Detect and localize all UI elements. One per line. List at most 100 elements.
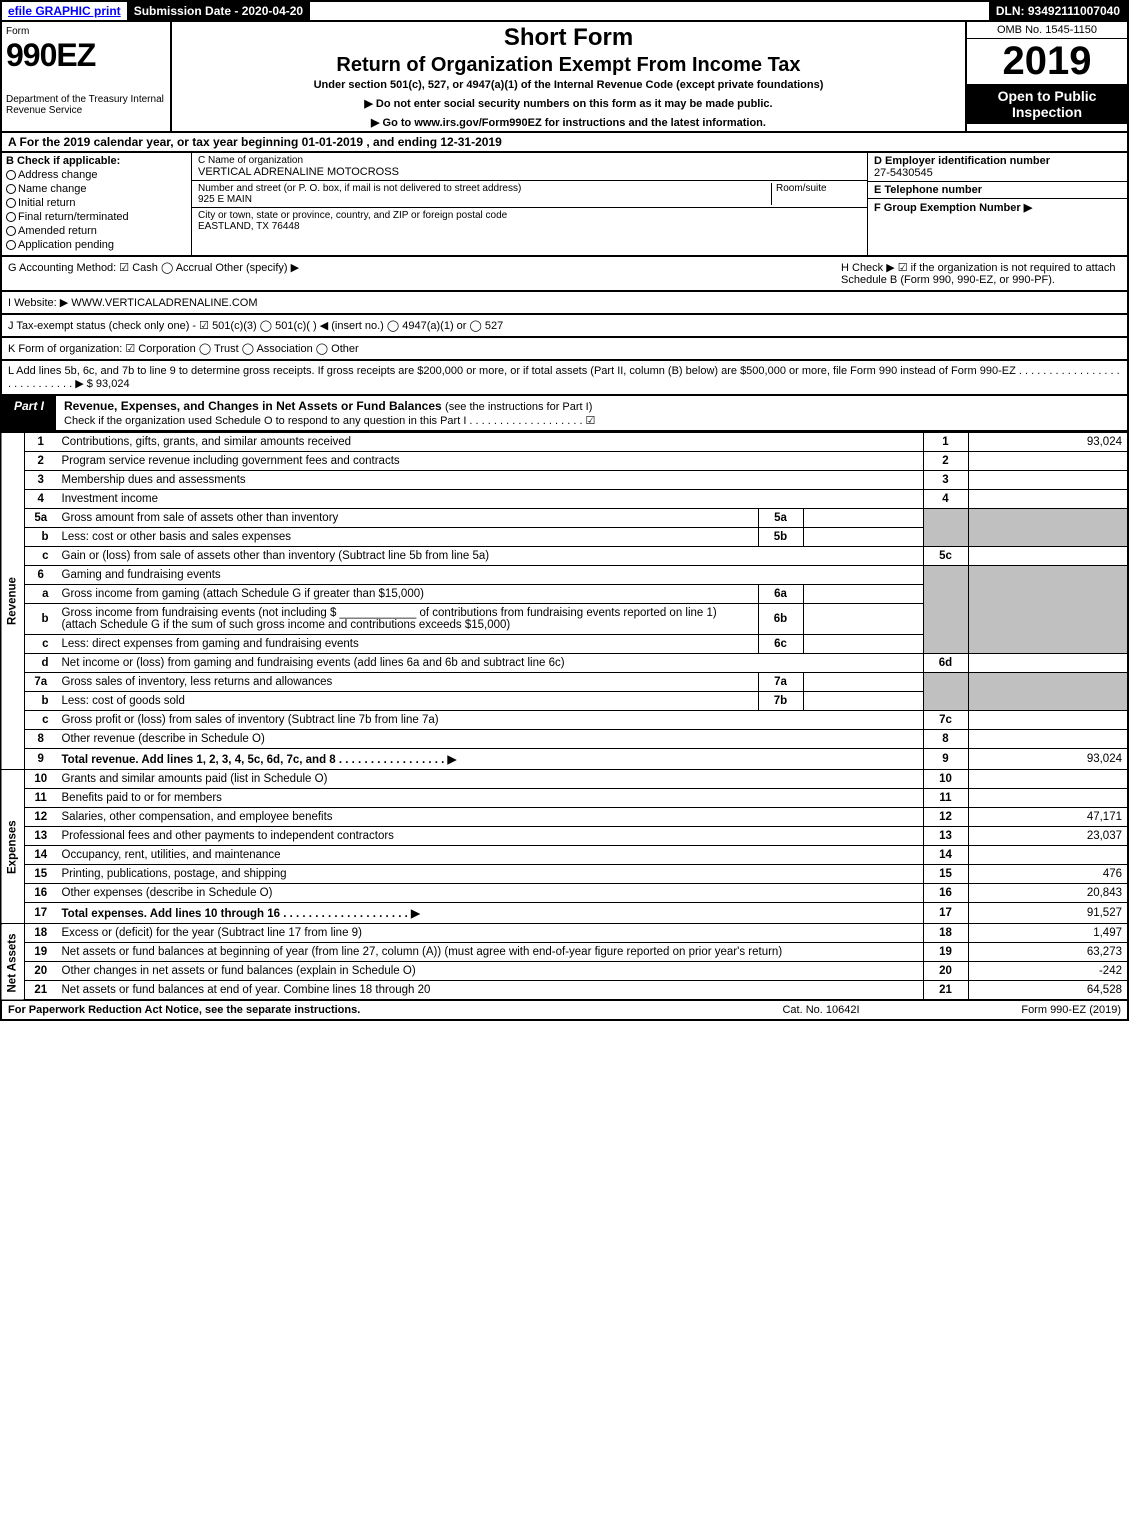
- grey-6: [923, 566, 968, 654]
- top-bar: efile GRAPHIC print Submission Date - 20…: [0, 0, 1129, 22]
- row-19-desc: Net assets or fund balances at beginning…: [57, 943, 924, 962]
- form-number: 990EZ: [6, 37, 166, 74]
- street-value: 925 E MAIN: [198, 194, 771, 205]
- row-6-desc: Gaming and fundraising events: [57, 566, 924, 585]
- row-2-num: 2: [923, 452, 968, 471]
- row-2-desc: Program service revenue including govern…: [57, 452, 924, 471]
- row-7c-val: [968, 711, 1128, 730]
- row-5c-no: c: [25, 547, 57, 566]
- chk-address[interactable]: Address change: [6, 169, 187, 181]
- row-4-no: 4: [25, 490, 57, 509]
- short-form-title: Short Form: [180, 24, 957, 52]
- row-5c-val: [968, 547, 1128, 566]
- row-5c-desc: Gain or (loss) from sale of assets other…: [57, 547, 924, 566]
- row-6d-num: 6d: [923, 654, 968, 673]
- row-3-desc: Membership dues and assessments: [57, 471, 924, 490]
- row-5b-sub: 5b: [758, 528, 803, 547]
- no-ssn-note: ▶ Do not enter social security numbers o…: [180, 97, 957, 110]
- row-11-val: [968, 789, 1128, 808]
- row-7a-sub: 7a: [758, 673, 803, 692]
- row-6d-val: [968, 654, 1128, 673]
- row-2-no: 2: [25, 452, 57, 471]
- ein-value: 27-5430545: [874, 167, 1121, 179]
- row-7b-no: b: [25, 692, 57, 711]
- dln: DLN: 93492111007040: [990, 2, 1127, 20]
- row-6b-subval: [803, 604, 923, 635]
- dept-label: Department of the Treasury Internal Reve…: [6, 94, 166, 116]
- form-label: Form: [6, 26, 166, 37]
- row-12-num: 12: [923, 808, 968, 827]
- part1-check: Check if the organization used Schedule …: [64, 415, 595, 427]
- group-exempt-label: F Group Exemption Number ▶: [874, 201, 1121, 214]
- header-mid: Short Form Return of Organization Exempt…: [172, 22, 967, 131]
- revenue-label: Revenue: [1, 433, 25, 770]
- row-15-no: 15: [25, 865, 57, 884]
- part1-tab: Part I: [2, 396, 56, 430]
- row-9-num: 9: [923, 749, 968, 770]
- row-7b-subval: [803, 692, 923, 711]
- city-label: City or town, state or province, country…: [198, 210, 861, 221]
- row-1-num: 1: [923, 433, 968, 452]
- grey-7v: [968, 673, 1128, 711]
- row-5b-no: b: [25, 528, 57, 547]
- row-17-num: 17: [923, 903, 968, 924]
- row-9-val: 93,024: [968, 749, 1128, 770]
- city-cell: City or town, state or province, country…: [192, 208, 867, 234]
- efile-link[interactable]: efile GRAPHIC print: [2, 2, 128, 20]
- row-6-no: 6: [25, 566, 57, 585]
- chk-name[interactable]: Name change: [6, 183, 187, 195]
- street-label: Number and street (or P. O. box, if mail…: [198, 183, 771, 194]
- line-i: I Website: ▶ WWW.VERTICALADRENALINE.COM: [0, 292, 1129, 315]
- row-19-no: 19: [25, 943, 57, 962]
- row-10-val: [968, 770, 1128, 789]
- org-name: VERTICAL ADRENALINE MOTOCROSS: [198, 166, 861, 178]
- row-14-no: 14: [25, 846, 57, 865]
- row-13-desc: Professional fees and other payments to …: [57, 827, 924, 846]
- row-14-num: 14: [923, 846, 968, 865]
- org-form: K Form of organization: ☑ Corporation ◯ …: [8, 342, 1121, 355]
- row-21-desc: Net assets or fund balances at end of ye…: [57, 981, 924, 1001]
- chk-final[interactable]: Final return/terminated: [6, 211, 187, 223]
- goto-link[interactable]: ▶ Go to www.irs.gov/Form990EZ for instru…: [180, 116, 957, 129]
- box-b-title: B Check if applicable:: [6, 155, 187, 167]
- row-6b-no: b: [25, 604, 57, 635]
- row-16-no: 16: [25, 884, 57, 903]
- line-j: J Tax-exempt status (check only one) - ☑…: [0, 315, 1129, 338]
- row-11-num: 11: [923, 789, 968, 808]
- row-20-desc: Other changes in net assets or fund bala…: [57, 962, 924, 981]
- chk-pending[interactable]: Application pending: [6, 239, 187, 251]
- row-6d-no: d: [25, 654, 57, 673]
- chk-amended[interactable]: Amended return: [6, 225, 187, 237]
- row-6c-no: c: [25, 635, 57, 654]
- row-12-val: 47,171: [968, 808, 1128, 827]
- row-4-num: 4: [923, 490, 968, 509]
- line-g: G Accounting Method: ☑ Cash ◯ Accrual Ot…: [8, 261, 841, 286]
- header-right: OMB No. 1545-1150 2019 Open to Public In…: [967, 22, 1127, 131]
- line-h: H Check ▶ ☑ if the organization is not r…: [841, 261, 1121, 286]
- chk-initial[interactable]: Initial return: [6, 197, 187, 209]
- row-6a-subval: [803, 585, 923, 604]
- row-9-desc: Total revenue. Add lines 1, 2, 3, 4, 5c,…: [57, 749, 924, 770]
- row-18-val: 1,497: [968, 924, 1128, 943]
- line-g-h: G Accounting Method: ☑ Cash ◯ Accrual Ot…: [0, 257, 1129, 292]
- footer-mid: Cat. No. 10642I: [721, 1004, 921, 1016]
- row-19-val: 63,273: [968, 943, 1128, 962]
- row-11-desc: Benefits paid to or for members: [57, 789, 924, 808]
- omb-no: OMB No. 1545-1150: [967, 22, 1127, 39]
- part1-header: Part I Revenue, Expenses, and Changes in…: [0, 396, 1129, 432]
- row-7c-num: 7c: [923, 711, 968, 730]
- form-header: Form 990EZ Department of the Treasury In…: [0, 22, 1129, 133]
- row-7c-desc: Gross profit or (loss) from sales of inv…: [57, 711, 924, 730]
- row-4-desc: Investment income: [57, 490, 924, 509]
- row-6b-sub: 6b: [758, 604, 803, 635]
- row-5c-num: 5c: [923, 547, 968, 566]
- row-2-val: [968, 452, 1128, 471]
- info-grid: B Check if applicable: Address change Na…: [0, 153, 1129, 257]
- org-name-cell: C Name of organization VERTICAL ADRENALI…: [192, 153, 867, 181]
- boxes-def: D Employer identification number 27-5430…: [867, 153, 1127, 255]
- row-6c-desc: Less: direct expenses from gaming and fu…: [57, 635, 759, 654]
- form-table: Revenue 1 Contributions, gifts, grants, …: [0, 432, 1129, 1001]
- grey-7: [923, 673, 968, 711]
- part1-title: Revenue, Expenses, and Changes in Net As…: [56, 396, 1127, 430]
- row-21-no: 21: [25, 981, 57, 1001]
